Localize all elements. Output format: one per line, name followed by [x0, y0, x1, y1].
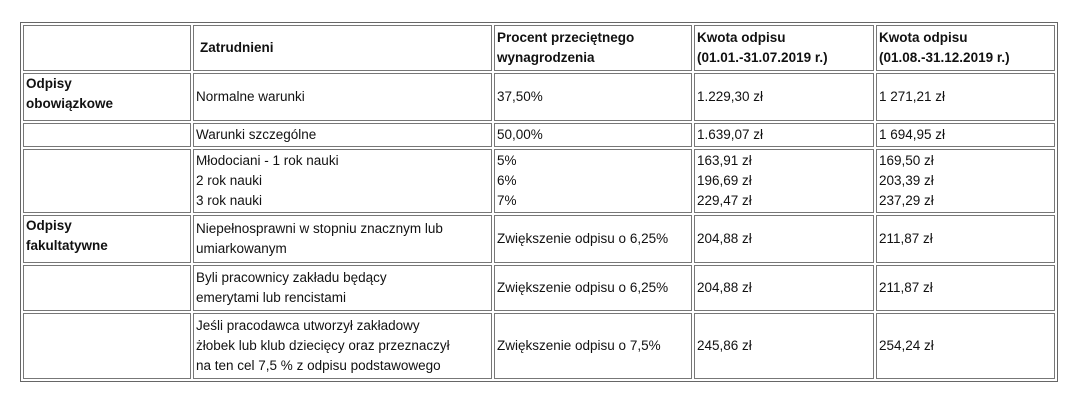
- cell-line: 204,88 zł: [697, 280, 752, 295]
- cell-line: 1 271,21 zł: [879, 89, 946, 104]
- group-cell: [23, 123, 191, 147]
- cell-line: obowiązkowe: [26, 96, 114, 111]
- cell-line: Młodociani - 1 rok nauki: [196, 153, 339, 168]
- cell-line: (01.08.-31.12.2019 r.): [879, 50, 1010, 65]
- cell-line: Zatrudnieni: [200, 40, 274, 55]
- table-cell: Zwiększenie odpisu o 6,25%: [494, 265, 692, 311]
- cell-line: 163,91 zł: [697, 153, 752, 168]
- header-cell: Kwota odpisu (01.08.-31.12.2019 r.): [876, 25, 1055, 71]
- table-cell: 1 271,21 zł: [876, 73, 1055, 121]
- header-row: Zatrudnieni Procent przeciętnego wynagrodz…: [23, 25, 1055, 71]
- cell-line: 2 rok nauki: [196, 173, 263, 188]
- header-cell: Kwota odpisu (01.01.-31.07.2019 r.): [694, 25, 874, 71]
- table-row: Młodociani - 1 rok nauki 2 rok nauki 3 rok…: [23, 149, 1055, 213]
- table-cell: 1 694,95 zł: [876, 123, 1055, 147]
- cell-line: 50,00%: [497, 127, 543, 142]
- table-cell: 245,86 zł: [694, 313, 874, 379]
- table-row: Jeśli pracodawca utworzył zakładowy żłobe…: [23, 313, 1055, 379]
- table-cell: 1.229,30 zł: [694, 73, 874, 121]
- table-cell: Jeśli pracodawca utworzył zakładowy żłobe…: [193, 313, 492, 379]
- group-cell: [23, 313, 191, 379]
- table-row: Byli pracownicy zakładu będący emerytami …: [23, 265, 1055, 311]
- table-row: Warunki szczególne 50,00% 1.639,07 zł 1 694…: [23, 123, 1055, 147]
- cell-line: 7%: [497, 193, 517, 208]
- cell-line: Odpisy: [26, 218, 72, 233]
- group-cell: Odpisy fakultatywne: [23, 215, 191, 263]
- table-cell: Warunki szczególne: [193, 123, 492, 147]
- group-cell: [23, 149, 191, 213]
- cell-line: 237,29 zł: [879, 193, 934, 208]
- table-cell: 163,91 zł 196,69 zł 229,47 zł: [694, 149, 874, 213]
- table-body: Zatrudnieni Procent przeciętnego wynagrodz…: [23, 25, 1055, 379]
- cell-line: fakultatywne: [26, 238, 108, 253]
- table-cell: 204,88 zł: [694, 265, 874, 311]
- table-cell: Niepełnosprawni w stopniu znacznym lub um…: [193, 215, 492, 263]
- cell-line: Zwiększenie odpisu o 6,25%: [497, 280, 669, 295]
- header-cell: Zatrudnieni: [193, 25, 492, 71]
- cell-line: emerytami lub rencistami: [196, 290, 347, 305]
- cell-line: Kwota odpisu: [879, 30, 968, 45]
- cell-line: 254,24 zł: [879, 338, 934, 353]
- cell-line: wynagrodzenia: [497, 50, 595, 65]
- group-cell: [23, 265, 191, 311]
- cell-line: Normalne warunki: [196, 89, 305, 104]
- table-cell: 254,24 zł: [876, 313, 1055, 379]
- table-cell: 5% 6% 7%: [494, 149, 692, 213]
- cell-line: Zwiększenie odpisu o 6,25%: [497, 231, 669, 246]
- table-cell: 169,50 zł 203,39 zł 237,29 zł: [876, 149, 1055, 213]
- group-cell: Odpisy obowiązkowe: [23, 73, 191, 121]
- cell-line: 196,69 zł: [697, 173, 752, 188]
- cell-line: 5%: [497, 153, 517, 168]
- cell-line: 1 694,95 zł: [879, 127, 946, 142]
- cell-line: 203,39 zł: [879, 173, 934, 188]
- table-cell: Zwiększenie odpisu o 7,5%: [494, 313, 692, 379]
- table-cell: 1.639,07 zł: [694, 123, 874, 147]
- cell-line: 211,87 zł: [879, 231, 933, 246]
- cell-line: 245,86 zł: [697, 338, 752, 353]
- cell-line: Odpisy: [26, 76, 72, 91]
- table-cell: 211,87 zł: [876, 215, 1055, 263]
- table-cell: 211,87 zł: [876, 265, 1055, 311]
- cell-line: Jeśli pracodawca utworzył zakładowy: [196, 318, 420, 333]
- cell-line: 211,87 zł: [879, 280, 933, 295]
- cell-line: 204,88 zł: [697, 231, 752, 246]
- cell-line: (01.01.-31.07.2019 r.): [697, 50, 828, 65]
- cell-line: Byli pracownicy zakładu będący: [196, 270, 387, 285]
- table-cell: Byli pracownicy zakładu będący emerytami …: [193, 265, 492, 311]
- cell-line: 169,50 zł: [879, 153, 934, 168]
- cell-line: 1.639,07 zł: [697, 127, 764, 142]
- cell-line: umiarkowanym: [196, 241, 287, 256]
- cell-line: 6%: [497, 173, 517, 188]
- header-cell: Procent przeciętnego wynagrodzenia: [494, 25, 692, 71]
- cell-line: żłobek lub klub dziecięcy oraz przeznacz…: [196, 338, 450, 353]
- cell-line: Niepełnosprawni w stopniu znacznym lub: [196, 221, 443, 236]
- cell-line: Warunki szczególne: [196, 127, 317, 142]
- table-cell: 204,88 zł: [694, 215, 874, 263]
- table-cell: Zwiększenie odpisu o 6,25%: [494, 215, 692, 263]
- table-row: Odpisy obowiązkowe Normalne warunki 37,50% 1…: [23, 73, 1055, 121]
- header-cell: [23, 25, 191, 71]
- cell-line: na ten cel 7,5 % z odpisu podstawowego: [196, 358, 441, 373]
- allowance-table: Zatrudnieni Procent przeciętnego wynagrodz…: [20, 22, 1058, 382]
- cell-line: 229,47 zł: [697, 193, 752, 208]
- table-cell: 50,00%: [494, 123, 692, 147]
- cell-line: 37,50%: [497, 89, 543, 104]
- table-row: Odpisy fakultatywne Niepełnosprawni w stop…: [23, 215, 1055, 263]
- cell-line: Procent przeciętnego: [497, 30, 635, 45]
- table-cell: 37,50%: [494, 73, 692, 121]
- cell-line: Zwiększenie odpisu o 7,5%: [497, 338, 661, 353]
- table-cell: Normalne warunki: [193, 73, 492, 121]
- cell-line: Kwota odpisu: [697, 30, 786, 45]
- cell-line: 3 rok nauki: [196, 193, 263, 208]
- cell-line: 1.229,30 zł: [697, 89, 764, 104]
- table-cell: Młodociani - 1 rok nauki 2 rok nauki 3 rok…: [193, 149, 492, 213]
